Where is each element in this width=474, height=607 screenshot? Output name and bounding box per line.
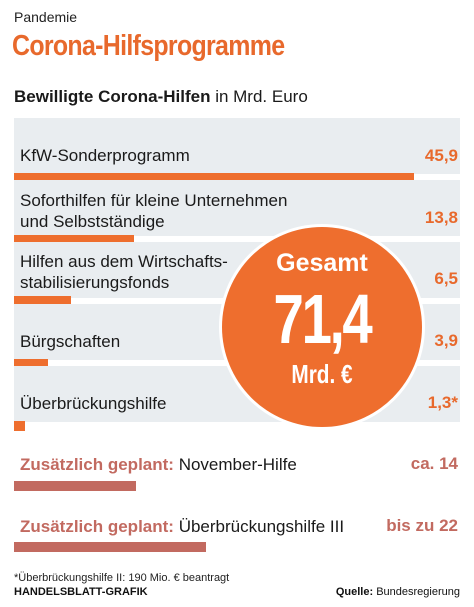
source-label: Quelle:: [335, 586, 374, 598]
category-label: KfW-Sonderprogramm: [20, 146, 190, 165]
planned-name: November-Hilfe: [173, 455, 297, 474]
total-value: 71,4: [273, 280, 373, 358]
row-band: [14, 118, 460, 174]
row-band: [14, 180, 460, 236]
planned-label: Zusätzlich geplant: Überbrückungshilfe I…: [20, 516, 344, 537]
source: Quelle: Bundesregierung: [336, 586, 460, 598]
source-value: Bundesregierung: [373, 586, 460, 598]
category-label: Überbrückungshilfe: [20, 394, 167, 413]
bar: [14, 421, 25, 431]
total-unit: Mrd. €: [291, 359, 353, 389]
bar: [14, 235, 134, 245]
category-label: Hilfen aus dem Wirtschafts-stabilisierun…: [20, 252, 228, 292]
kicker: Pandemie: [14, 9, 78, 25]
planned-label: Zusätzlich geplant: November-Hilfe: [20, 454, 297, 475]
bar: [14, 359, 48, 369]
chart-subtitle: Bewilligte Corona-Hilfen in Mrd. Euro: [14, 87, 308, 107]
chart-title: Corona-Hilfsprogramme: [12, 30, 285, 62]
bar: [14, 296, 71, 306]
value-label: 3,9: [434, 331, 458, 350]
total-label: Gesamt: [276, 249, 368, 277]
subtitle-bold: Bewilligte Corona-Hilfen: [14, 87, 211, 106]
value-label: 6,5: [434, 269, 458, 288]
planned-value: bis zu 22: [386, 516, 458, 535]
subtitle-unit: in Mrd. Euro: [210, 87, 308, 106]
value-label: 13,8: [424, 208, 458, 227]
planned-name: Überbrückungshilfe III: [173, 517, 345, 536]
total-circle: Gesamt 71,4 Mrd. €: [222, 227, 422, 427]
category-label: Soforthilfen für kleine Unternehmen und S…: [20, 191, 288, 231]
value-label: 45,9: [424, 146, 458, 165]
planned-prefix: Zusätzlich geplant:: [20, 517, 174, 536]
planned-value: ca. 14: [410, 454, 458, 473]
category-label: Bürgschaften: [20, 332, 121, 351]
planned-bar: [14, 542, 206, 552]
value-label: 1,3*: [427, 393, 458, 412]
bar: [14, 173, 414, 183]
footnote: *Überbrückungshilfe II: 190 Mio. € beant…: [14, 572, 230, 584]
credit: HANDELSBLATT-GRAFIK: [14, 586, 148, 598]
planned-prefix: Zusätzlich geplant:: [20, 455, 174, 474]
planned-bar: [14, 481, 136, 491]
